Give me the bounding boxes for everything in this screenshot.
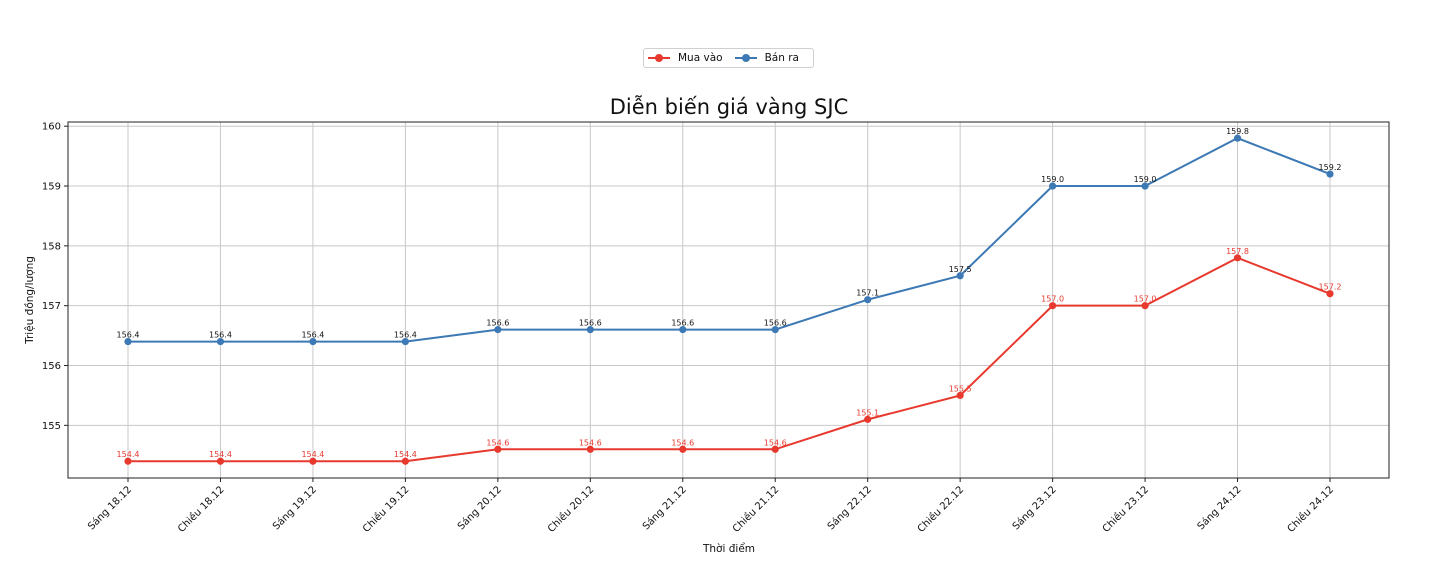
data-label: 157.8 [1226, 247, 1249, 256]
legend-label: Bán ra [764, 52, 799, 64]
y-tick-label: 156 [42, 361, 61, 372]
x-axis-label: Thời điểm [702, 542, 755, 555]
data-label: 157.0 [1134, 295, 1157, 304]
data-label: 159.0 [1134, 175, 1157, 184]
y-tick-label: 158 [42, 241, 61, 252]
grid-lines [68, 122, 1389, 478]
x-tick-label: Chiều 24.12 [1285, 484, 1336, 535]
data-point [586, 326, 594, 334]
data-point [864, 296, 872, 304]
data-label: 156.4 [117, 331, 140, 340]
x-tick-label: Chiều 23.12 [1100, 484, 1151, 535]
data-label: 156.4 [209, 331, 232, 340]
data-point [216, 337, 225, 346]
x-tick-label: Sáng 21.12 [640, 484, 689, 533]
x-tick-label: Sáng 20.12 [455, 484, 504, 533]
y-axis-label: Triệu đồng/lượng [24, 256, 36, 345]
legend-label: Mua vào [678, 52, 723, 64]
data-point [401, 337, 409, 346]
data-label: 154.4 [394, 450, 417, 459]
x-tick-label: Chiều 18.12 [175, 484, 226, 535]
legend: Mua vào Bán ra [643, 48, 814, 68]
chart-title: Diễn biến giá vàng SJC [609, 95, 849, 119]
data-point [401, 457, 409, 465]
legend-item-sell: Bán ra [734, 52, 799, 64]
data-label: 156.6 [579, 319, 602, 328]
data-point [771, 445, 779, 453]
y-tick-label: 160 [42, 122, 61, 133]
data-label: 154.6 [671, 438, 694, 447]
data-label: 154.6 [764, 438, 787, 447]
plot-frame [67, 121, 1390, 479]
data-label: 157.1 [856, 289, 879, 298]
data-label: 156.6 [486, 319, 509, 328]
x-tick-label: Sáng 18.12 [85, 484, 134, 533]
data-label: 154.6 [579, 438, 602, 447]
x-tick-label: Chiều 20.12 [545, 484, 596, 535]
data-point [864, 415, 872, 423]
legend-marker-sell [734, 54, 757, 62]
legend-item-buy: Mua vào [648, 52, 723, 64]
data-label: 159.0 [1041, 175, 1064, 184]
data-label: 156.4 [394, 331, 417, 340]
x-tick-label: Chiều 21.12 [730, 484, 781, 535]
data-point [1233, 254, 1242, 262]
x-tick-label: Sáng 23.12 [1010, 484, 1059, 533]
data-point [679, 326, 687, 334]
data-label: 156.6 [764, 319, 787, 328]
y-tick-label: 157 [42, 301, 61, 312]
legend-marker-buy [648, 54, 670, 62]
data-series: 154.4 154.4 154.4 154.4 154.6 154.6 154.6 154.6… [117, 127, 1342, 465]
data-label: 154.4 [209, 450, 232, 459]
data-label: 159.2 [1319, 163, 1342, 172]
data-point [956, 272, 964, 280]
data-point [1326, 290, 1334, 298]
data-label: 159.8 [1226, 127, 1249, 136]
data-point [1141, 302, 1149, 310]
data-point [216, 457, 225, 465]
y-tick-label: 159 [42, 182, 61, 193]
data-point [309, 337, 317, 346]
data-point [124, 337, 132, 346]
data-point [494, 326, 502, 334]
data-label: 156.6 [671, 319, 694, 328]
data-point [1049, 182, 1057, 190]
data-label: 154.6 [486, 438, 509, 447]
data-label: 154.4 [117, 450, 140, 459]
x-tick-label: Sáng 19.12 [270, 484, 319, 533]
y-tick-label: 155 [42, 421, 61, 432]
y-axis: 155 156 157 158 159 160 [42, 122, 68, 432]
data-point [309, 457, 317, 465]
data-point [956, 391, 964, 400]
x-tick-label: Sáng 24.12 [1195, 484, 1244, 533]
data-point [1049, 302, 1057, 310]
data-label: 154.4 [301, 450, 324, 459]
data-point [1233, 134, 1242, 142]
x-axis: Sáng 18.12 Chiều 18.12 Sáng 19.12 Chiều 19.… [85, 478, 1336, 535]
data-point [1141, 182, 1149, 190]
series-line [128, 256, 1331, 463]
data-label: 156.4 [301, 331, 324, 340]
data-point [124, 457, 132, 465]
series-line [128, 137, 1331, 343]
data-point [586, 445, 594, 453]
data-label: 157.0 [1041, 295, 1064, 304]
x-tick-label: Sáng 22.12 [825, 484, 874, 533]
data-label: 157.5 [949, 265, 972, 274]
x-tick-label: Chiều 19.12 [360, 484, 411, 535]
data-point [679, 445, 687, 453]
data-label: 155.1 [856, 408, 879, 417]
x-tick-label: Chiều 22.12 [915, 484, 966, 535]
data-point [771, 326, 779, 334]
data-point [1326, 170, 1334, 178]
data-label: 157.2 [1319, 283, 1342, 292]
data-point [494, 445, 502, 453]
data-label: 155.5 [949, 384, 972, 393]
